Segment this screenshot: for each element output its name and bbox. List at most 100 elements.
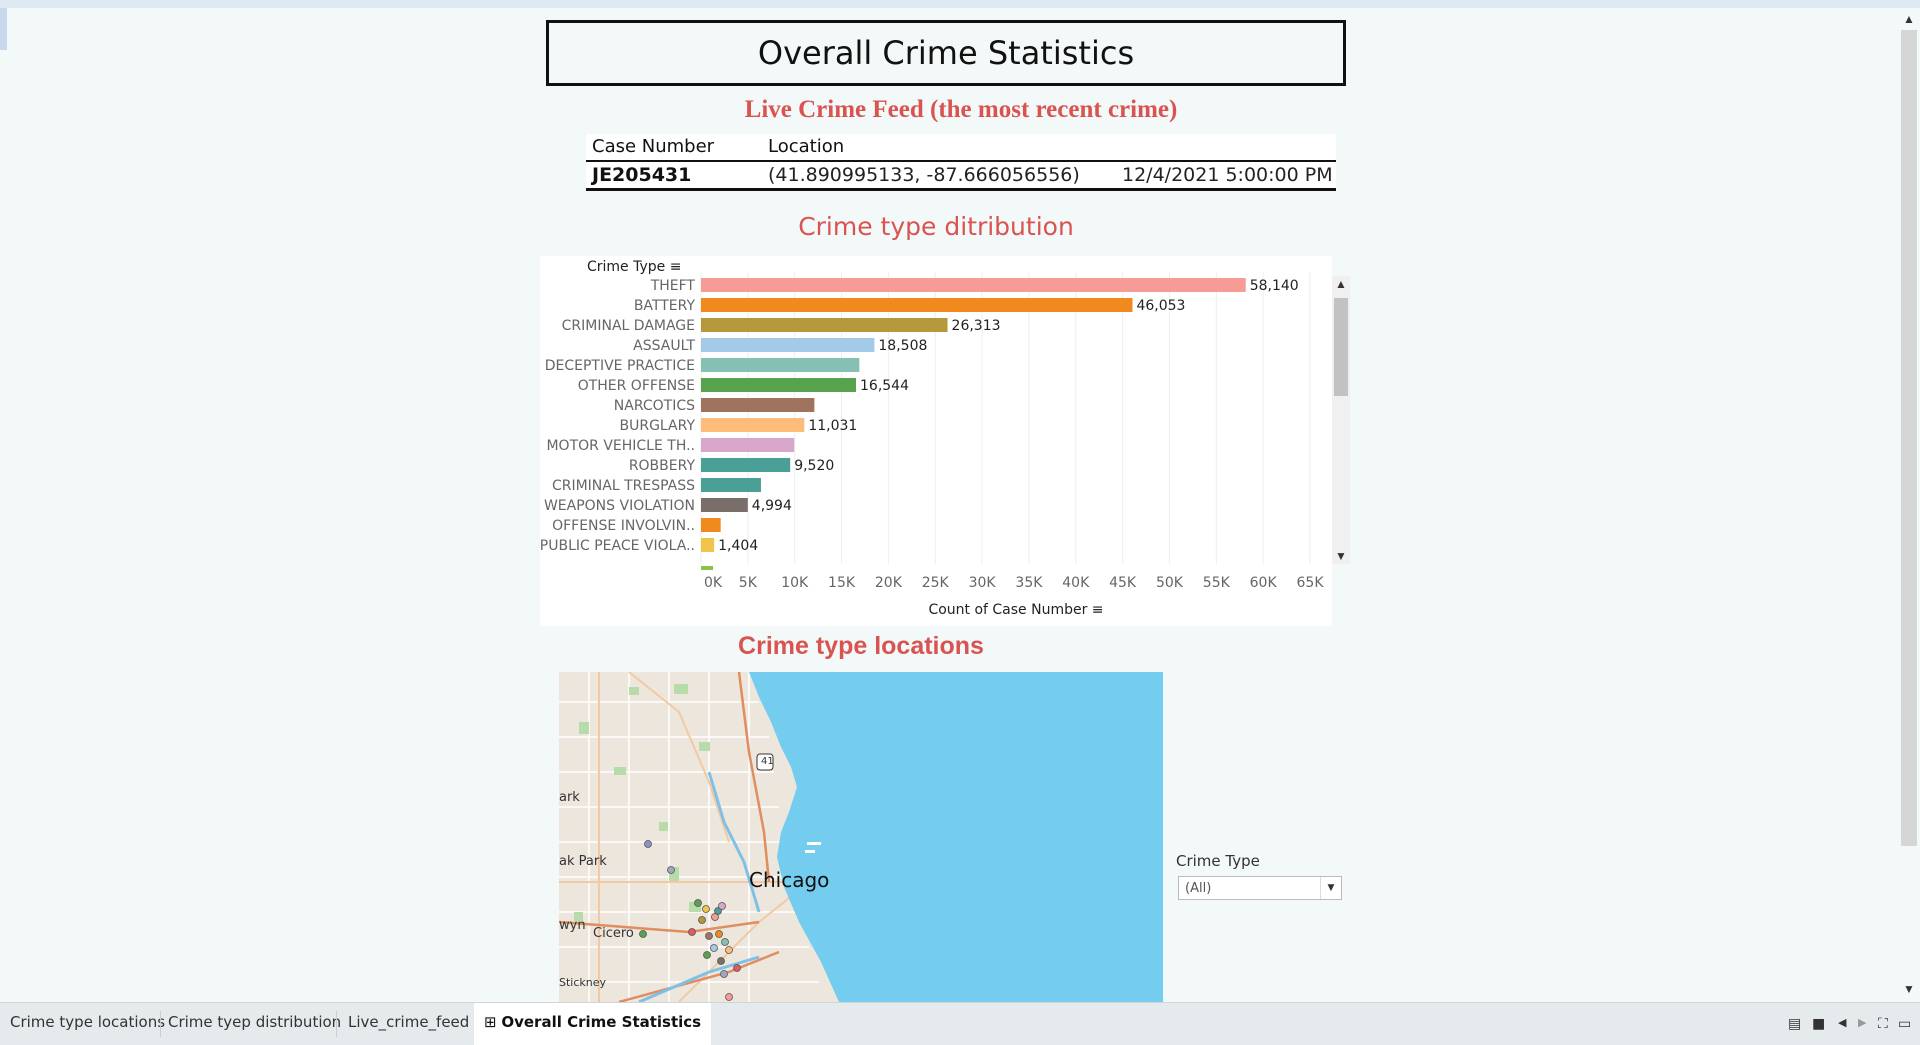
- bar-value-label: 11,031: [808, 418, 857, 434]
- bar[interactable]: [701, 518, 721, 532]
- live-feed-row[interactable]: JE205431 (41.890995133, -87.666056556) 1…: [586, 162, 1336, 191]
- scroll-down-icon[interactable]: ▼: [1903, 982, 1915, 996]
- bar[interactable]: [701, 438, 795, 452]
- crime-type-chart[interactable]: Crime Type ≡ THEFT 58,140 BATTERY 46,053 CRIM…: [540, 256, 1332, 626]
- category-label: THEFT: [650, 278, 696, 294]
- x-tick-label: 65K: [1297, 575, 1325, 591]
- fullscreen-icon[interactable]: ⛶: [1878, 1016, 1888, 1032]
- prev-icon[interactable]: ◀: [1838, 1016, 1847, 1029]
- x-tick-label: 55K: [1203, 575, 1231, 591]
- category-label: OFFENSE INVOLVIN..: [552, 518, 695, 534]
- x-tick-label: 50K: [1156, 575, 1184, 591]
- sheet-tab-bar: Crime type locations Crime tyep distribu…: [0, 1002, 1920, 1045]
- bar-value-label: 9,520: [794, 458, 834, 474]
- bar[interactable]: [701, 478, 761, 492]
- bar[interactable]: [701, 298, 1133, 312]
- bar[interactable]: [701, 278, 1246, 292]
- single-view-icon[interactable]: ■: [1812, 1016, 1826, 1032]
- x-tick-label: 30K: [969, 575, 997, 591]
- x-tick-label: 60K: [1250, 575, 1278, 591]
- bar[interactable]: [701, 538, 715, 552]
- bar[interactable]: [701, 338, 875, 352]
- live-feed-title: Live Crime Feed (the most recent crime): [744, 96, 1178, 123]
- tab-live-crime-feed[interactable]: Live_crime_feed: [338, 1003, 479, 1045]
- x-tick-label: 10K: [781, 575, 809, 591]
- bar[interactable]: [701, 418, 805, 432]
- category-label: PUBLIC PEACE VIOLA..: [540, 538, 695, 554]
- present-icon[interactable]: ▭: [1898, 1016, 1912, 1032]
- crime-type-filter[interactable]: (All) ▼: [1178, 876, 1342, 900]
- crime-type-filter-label: Crime Type: [1176, 852, 1260, 870]
- chevron-down-icon[interactable]: ▼: [1335, 549, 1347, 563]
- bar-value-label: 1,404: [718, 538, 758, 554]
- grid-icon: ⊞: [484, 1013, 502, 1031]
- tab-label: Crime type locations: [10, 1013, 166, 1031]
- category-label: DECEPTIVE PRACTICE: [545, 358, 695, 374]
- category-label: ROBBERY: [629, 458, 696, 474]
- x-tick-label: 35K: [1015, 575, 1043, 591]
- x-tick-label: 25K: [922, 575, 950, 591]
- scroll-up-icon[interactable]: ▲: [1903, 12, 1915, 26]
- tab-crime-type-locations[interactable]: Crime type locations: [0, 1003, 175, 1045]
- distribution-title: Crime type ditribution: [798, 212, 1074, 241]
- category-label: NARCOTICS: [614, 398, 695, 414]
- filter-value: (All): [1185, 881, 1212, 896]
- oak-park-label: ak Park: [559, 854, 607, 869]
- x-tick-label: 20K: [875, 575, 903, 591]
- locations-title: Crime type locations: [738, 632, 984, 660]
- bar[interactable]: [701, 318, 948, 332]
- highway-label: 41: [761, 756, 774, 767]
- park-label: ark: [559, 790, 580, 805]
- category-label: BATTERY: [634, 298, 696, 314]
- dashboard-title: Overall Crime Statistics: [546, 20, 1346, 86]
- bar[interactable]: [701, 358, 860, 372]
- bar: [701, 566, 713, 570]
- map-svg: [559, 672, 1163, 1002]
- bar-value-label: 58,140: [1250, 278, 1299, 294]
- x-tick-label: 5K: [739, 575, 758, 591]
- category-axis-label: Crime Type ≡: [587, 259, 681, 275]
- chart-scrollbar[interactable]: ▲ ▼: [1332, 276, 1350, 564]
- category-label: ASSAULT: [633, 338, 695, 354]
- bar[interactable]: [701, 498, 748, 512]
- tab-overall-crime-statistics[interactable]: ⊞ Overall Crime Statistics: [474, 1003, 712, 1045]
- value-axis-label: Count of Case Number ≡: [928, 602, 1103, 618]
- tab-divider: [336, 1011, 337, 1037]
- x-tick-label: 0K: [704, 575, 723, 591]
- berwyn-label: wyn: [559, 918, 586, 933]
- bar-value-label: 26,313: [952, 318, 1001, 334]
- tab-label: Overall Crime Statistics: [501, 1013, 702, 1031]
- chevron-up-icon[interactable]: ▲: [1335, 277, 1347, 291]
- category-label: CRIMINAL TRESPASS: [552, 478, 695, 494]
- category-label: OTHER OFFENSE: [578, 378, 695, 394]
- chart-scroll-thumb[interactable]: [1334, 298, 1348, 396]
- bar[interactable]: [701, 398, 815, 412]
- bar[interactable]: [701, 458, 791, 472]
- next-icon[interactable]: ▶: [1858, 1016, 1867, 1029]
- bar-value-label: 16,544: [860, 378, 909, 394]
- bar-chart-svg[interactable]: Crime Type ≡ THEFT 58,140 BATTERY 46,053 CRIM…: [540, 256, 1332, 626]
- datetime-value: 12/4/2021 5:00:00 PM: [1122, 164, 1333, 186]
- live-feed-table: Case Number Location JE205431 (41.890995…: [586, 134, 1336, 191]
- location-value: (41.890995133, -87.666056556): [768, 164, 1080, 186]
- category-label: MOTOR VEHICLE TH..: [546, 438, 695, 454]
- tab-crime-tyep-distribution[interactable]: Crime tyep distribution: [158, 1003, 351, 1045]
- case-number-header: Case Number: [592, 136, 715, 157]
- bar-value-label: 18,508: [878, 338, 927, 354]
- list-view-icon[interactable]: ▤: [1788, 1016, 1802, 1032]
- tab-label: Crime tyep distribution: [168, 1013, 342, 1031]
- chicago-label: Chicago: [749, 868, 830, 892]
- category-label: BURGLARY: [619, 418, 695, 434]
- page-scrollbar[interactable]: ▲ ▼: [1898, 8, 1920, 1002]
- chevron-down-icon[interactable]: ▼: [1320, 877, 1341, 899]
- category-label: WEAPONS VIOLATION: [544, 498, 695, 514]
- cicero-label: Cicero: [593, 926, 634, 941]
- bar[interactable]: [701, 378, 857, 392]
- page-scroll-thumb[interactable]: [1901, 30, 1917, 846]
- bar-value-label: 46,053: [1136, 298, 1185, 314]
- crime-map[interactable]: 41 ark ak Park Chicago wyn Cicero Stickn…: [559, 672, 1163, 1002]
- tab-label: Live_crime_feed: [348, 1013, 470, 1031]
- top-strip: [0, 0, 1920, 8]
- tab-divider: [160, 1011, 161, 1037]
- live-feed-header: Case Number Location: [586, 134, 1336, 162]
